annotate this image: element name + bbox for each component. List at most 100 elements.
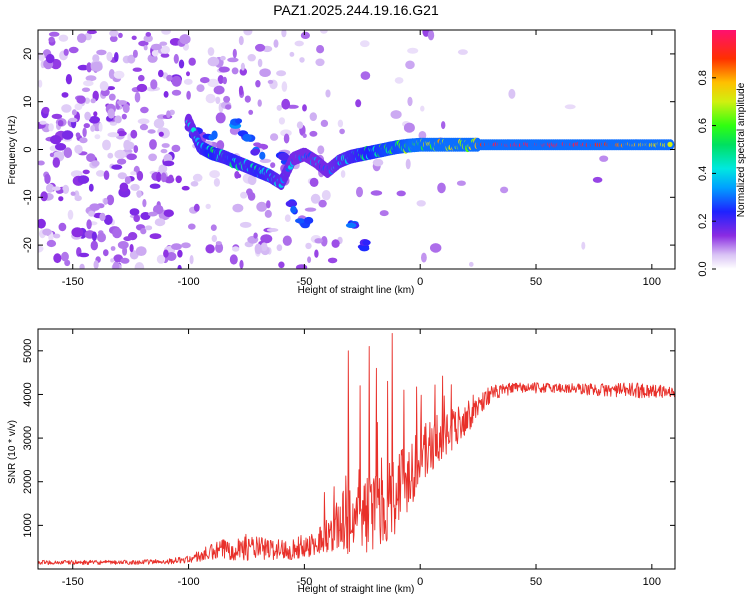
- heatmap-cell: [356, 186, 363, 198]
- heatmap-cell: [166, 252, 177, 261]
- heatmap-cell: [316, 45, 325, 54]
- heatmap-cell: [345, 222, 357, 228]
- heatmap-cell: [309, 177, 319, 187]
- heatmap-cell: [370, 190, 383, 196]
- heatmap-cell: [175, 175, 182, 184]
- heatmap-cell: [339, 128, 345, 135]
- heatmap-cell: [109, 35, 118, 42]
- heatmap-cell: [86, 219, 92, 230]
- heatmap-cell: [259, 151, 266, 160]
- heatmap-cell: [232, 48, 237, 59]
- heatmap-cell: [149, 183, 161, 189]
- heatmap-cell: [215, 96, 221, 105]
- heatmap-cell: [173, 53, 179, 64]
- heatmap-cell: [264, 209, 272, 218]
- heatmap-cell: [331, 239, 340, 248]
- heatmap-cell: [116, 100, 128, 105]
- heatmap-cell: [77, 175, 90, 184]
- x-tick-label: -100: [178, 576, 200, 588]
- heatmap-cell: [90, 98, 96, 104]
- heatmap-cell: [86, 153, 96, 163]
- heatmap-cell: [190, 181, 199, 187]
- heatmap-cell: [138, 40, 149, 47]
- heatmap-cell: [83, 80, 94, 87]
- heatmap-cell: [134, 92, 141, 103]
- heatmap-cell: [116, 130, 127, 137]
- heatmap-cell: [110, 246, 116, 251]
- heatmap-cell: [247, 192, 256, 201]
- heatmap-cell: [362, 239, 371, 246]
- heatmap-cell: [327, 257, 338, 264]
- heatmap-cell: [418, 131, 427, 140]
- colorbar-tick-label: 0.2: [697, 214, 709, 229]
- heatmap-cell: [61, 104, 72, 113]
- heatmap-cell: [58, 222, 67, 232]
- heatmap-cell: [58, 34, 69, 42]
- heatmap-cell: [148, 153, 158, 162]
- snr-y-axis: 1000 2000 3000 4000 5000: [22, 339, 675, 538]
- heatmap-cell: [79, 137, 88, 144]
- heatmap-cell: [63, 48, 69, 56]
- heatmap-cell: [140, 227, 147, 235]
- y-tick-label: 4000: [22, 382, 34, 406]
- heatmap-cell: [156, 254, 166, 264]
- heatmap-cell: [317, 145, 325, 155]
- heatmap-cell: [61, 251, 69, 262]
- heatmap-cell: [160, 53, 170, 58]
- heatmap-cell: [42, 228, 52, 236]
- heatmap-cell: [140, 212, 151, 220]
- heatmap-cells: [38, 30, 675, 269]
- heatmap-cell: [320, 30, 328, 34]
- heatmap-cell: [91, 160, 100, 167]
- heatmap-cell: [299, 57, 305, 63]
- heatmap-cell: [129, 244, 134, 253]
- heatmap-cell: [177, 264, 182, 269]
- heatmap-cell: [160, 172, 167, 183]
- heatmap-cell: [266, 228, 279, 232]
- heatmap-cell: [215, 241, 222, 246]
- heatmap-cell: [143, 45, 148, 51]
- heatmap-cell: [239, 67, 247, 76]
- heatmap-cell: [232, 246, 240, 252]
- heatmap-cell: [151, 49, 159, 57]
- heatmap-cell: [260, 242, 268, 252]
- heatmap-cell: [253, 232, 258, 239]
- x-tick-label: -50: [296, 576, 312, 588]
- heatmap-cell: [205, 203, 211, 210]
- heatmap-cell: [276, 70, 287, 77]
- heatmap-cell: [76, 95, 86, 104]
- heatmap-cell: [247, 174, 257, 186]
- heatmap-cell: [296, 121, 304, 129]
- heatmap-cell: [457, 49, 468, 55]
- heatmap-cell: [207, 78, 219, 88]
- heatmap-cell: [99, 81, 109, 91]
- heatmap-cell: [294, 40, 304, 47]
- heatmap-cell: [95, 170, 105, 177]
- heatmap-cell: [49, 152, 55, 158]
- heatmap-cell: [117, 172, 127, 180]
- heatmap-cell: [88, 210, 95, 217]
- heatmap-cell: [67, 209, 74, 220]
- heatmap-cell: [181, 185, 190, 191]
- heatmap-cell: [390, 110, 402, 119]
- heatmap-cell: [192, 173, 203, 182]
- heatmap-cell: [315, 58, 325, 67]
- heatmap-cell: [97, 232, 106, 243]
- heatmap-cell: [211, 130, 218, 140]
- heatmap-cell: [108, 93, 116, 101]
- heatmap-cell: [150, 79, 158, 90]
- heatmap-cell: [38, 244, 44, 253]
- heatmap-cell: [242, 133, 252, 142]
- heatmap-cell: [211, 234, 217, 243]
- heatmap-cell: [152, 204, 164, 215]
- heatmap-cell: [232, 203, 244, 213]
- heatmap-cell: [126, 153, 137, 161]
- heatmap-cell: [77, 64, 89, 71]
- heatmap-cell: [124, 176, 132, 185]
- y-tick-label: 3000: [22, 426, 34, 450]
- heatmap-cell: [360, 71, 371, 80]
- heatmap-cell: [103, 214, 113, 225]
- heatmap-cell: [75, 132, 81, 138]
- heatmap-cell: [51, 186, 61, 191]
